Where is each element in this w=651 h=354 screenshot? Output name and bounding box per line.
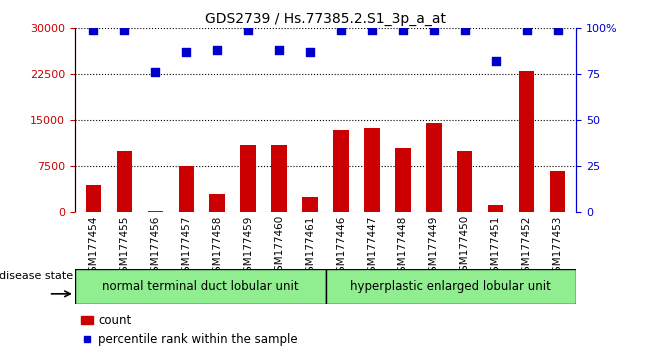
Text: GSM177459: GSM177459 <box>243 215 253 279</box>
Text: GSM177446: GSM177446 <box>336 215 346 279</box>
Point <box>460 27 470 33</box>
Bar <box>178 166 194 212</box>
Bar <box>457 151 473 212</box>
Bar <box>395 148 411 212</box>
Point <box>181 50 191 55</box>
Bar <box>210 194 225 212</box>
Text: GSM177450: GSM177450 <box>460 215 470 279</box>
Bar <box>488 205 503 212</box>
Bar <box>550 171 565 212</box>
Text: GSM177453: GSM177453 <box>553 215 562 279</box>
Bar <box>240 145 256 212</box>
Bar <box>364 128 380 212</box>
Bar <box>271 145 287 212</box>
Point <box>521 27 532 33</box>
Bar <box>75 269 326 304</box>
Point <box>398 27 408 33</box>
Text: GSM177452: GSM177452 <box>521 215 532 279</box>
Point <box>490 59 501 64</box>
Point <box>274 47 284 53</box>
Text: normal terminal duct lobular unit: normal terminal duct lobular unit <box>102 280 299 293</box>
Text: GSM177460: GSM177460 <box>274 215 284 279</box>
Point <box>305 50 315 55</box>
Text: GSM177447: GSM177447 <box>367 215 377 279</box>
Bar <box>148 211 163 212</box>
Text: GSM177454: GSM177454 <box>89 215 98 279</box>
Point <box>150 70 161 75</box>
Point <box>428 27 439 33</box>
Text: GSM177448: GSM177448 <box>398 215 408 279</box>
Text: GSM177457: GSM177457 <box>181 215 191 279</box>
Bar <box>86 185 101 212</box>
Title: GDS2739 / Hs.77385.2.S1_3p_a_at: GDS2739 / Hs.77385.2.S1_3p_a_at <box>205 12 446 26</box>
Point <box>336 27 346 33</box>
Point <box>367 27 377 33</box>
Text: hyperplastic enlarged lobular unit: hyperplastic enlarged lobular unit <box>350 280 551 293</box>
Point <box>243 27 253 33</box>
Bar <box>333 130 349 212</box>
Text: GSM177449: GSM177449 <box>429 215 439 279</box>
Bar <box>302 197 318 212</box>
Point <box>89 27 99 33</box>
Text: GSM177456: GSM177456 <box>150 215 160 279</box>
Text: GSM177455: GSM177455 <box>119 215 130 279</box>
Bar <box>426 124 441 212</box>
Point <box>119 27 130 33</box>
Text: GSM177458: GSM177458 <box>212 215 222 279</box>
Text: disease state: disease state <box>0 271 74 281</box>
Legend: count, percentile rank within the sample: count, percentile rank within the sample <box>81 314 298 346</box>
Text: GSM177461: GSM177461 <box>305 215 315 279</box>
Point <box>552 27 562 33</box>
Bar <box>117 151 132 212</box>
Point <box>212 47 223 53</box>
Text: GSM177451: GSM177451 <box>491 215 501 279</box>
Bar <box>326 269 576 304</box>
Bar <box>519 71 534 212</box>
